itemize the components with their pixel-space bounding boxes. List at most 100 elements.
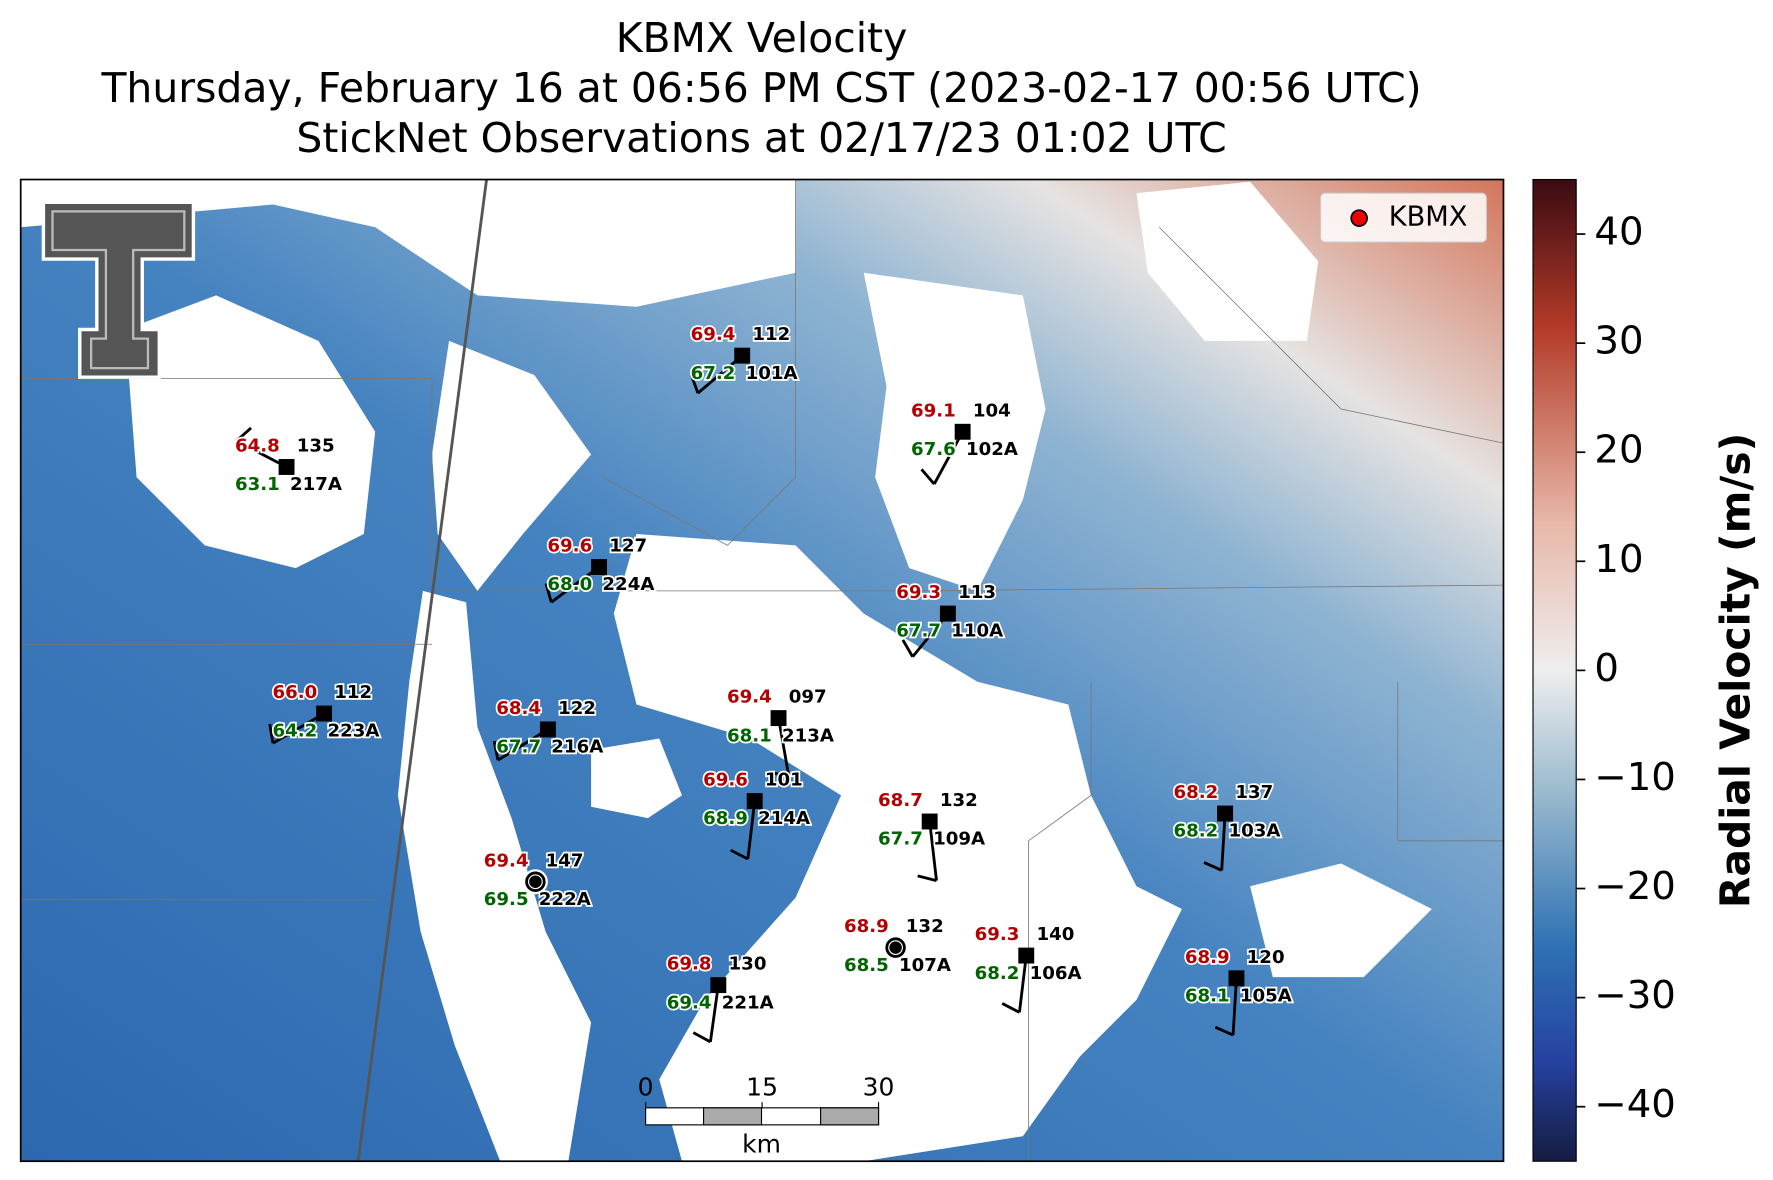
station: 69.4 097 68.1 213A xyxy=(725,685,836,778)
colorbar-tick-label: 20 xyxy=(1594,428,1643,473)
station-marker xyxy=(734,347,751,364)
colorbar-tick-label: −20 xyxy=(1594,864,1676,909)
dewpoint: 68.5 xyxy=(844,955,889,976)
station: 68.9 120 68.1 105A xyxy=(1183,945,1294,1037)
station-marker xyxy=(710,977,727,994)
radar-image xyxy=(20,179,1504,1162)
station-value: 132 xyxy=(940,790,978,811)
wind-shaft xyxy=(777,717,791,777)
temperature: 69.4 xyxy=(484,850,529,871)
dewpoint: 67.6 xyxy=(911,439,956,460)
station-value: 127 xyxy=(609,536,647,557)
colorbar-label: Radial Velocity (m/s) xyxy=(1712,433,1760,908)
dewpoint: 68.2 xyxy=(975,963,1020,984)
station-id: 224A xyxy=(602,574,654,595)
station-id: 109A xyxy=(933,829,985,850)
colorbar-tick-label: 30 xyxy=(1594,319,1643,364)
station-value: 101 xyxy=(765,770,803,791)
temperature: 64.8 xyxy=(235,436,280,457)
dewpoint: 69.5 xyxy=(484,889,529,910)
wind-barb xyxy=(769,771,790,778)
station-marker xyxy=(278,459,295,475)
station-marker xyxy=(316,705,333,722)
temperature: 69.1 xyxy=(911,400,956,421)
scale-tick-label: 30 xyxy=(863,1073,895,1102)
wind-shaft xyxy=(1231,978,1238,1036)
dewpoint: 63.1 xyxy=(235,474,280,495)
wind-shaft xyxy=(1220,813,1227,871)
temperature: 69.4 xyxy=(691,324,736,345)
wind-barb xyxy=(1001,1002,1021,1014)
wind-barb xyxy=(692,1031,712,1044)
station-value: 113 xyxy=(958,582,996,603)
temperature: 69.6 xyxy=(547,536,592,557)
wind-shaft xyxy=(272,712,325,745)
station: 69.6 127 68.0 224A xyxy=(544,534,656,604)
station: 69.4 147 69.5 222A xyxy=(482,849,592,912)
station-id: 101A xyxy=(746,363,798,384)
dewpoint: 68.9 xyxy=(703,808,748,829)
station-value: 137 xyxy=(1235,782,1273,803)
station-marker xyxy=(1228,970,1245,987)
wind-barb xyxy=(729,848,749,861)
wind-barb xyxy=(1214,1025,1234,1037)
wind-barb xyxy=(690,374,700,394)
station-marker xyxy=(746,793,763,809)
station-id: 103A xyxy=(1229,821,1281,842)
station-value: 130 xyxy=(729,954,767,975)
station-id: 223A xyxy=(327,721,379,742)
temperature: 66.0 xyxy=(272,682,317,703)
station-value: 112 xyxy=(752,324,790,345)
station-value: 104 xyxy=(973,400,1011,421)
station-id: 217A xyxy=(290,474,342,495)
calm-marker xyxy=(883,935,909,961)
temperature: 68.7 xyxy=(878,790,923,811)
station-marker xyxy=(539,721,556,738)
station: 68.2 137 68.2 103A xyxy=(1172,780,1282,872)
temperature: 69.4 xyxy=(727,687,772,708)
station-id: 221A xyxy=(722,992,774,1013)
legend-label: KBMX xyxy=(1389,202,1468,233)
temperature: 68.2 xyxy=(1173,782,1218,803)
wind-shaft xyxy=(928,821,938,881)
station-marker xyxy=(1018,947,1035,964)
colorbar-tick-label: 0 xyxy=(1594,646,1619,691)
wind-shaft xyxy=(932,431,964,485)
temperature: 68.9 xyxy=(1185,947,1230,968)
station: 69.3 113 67.7 110A xyxy=(895,580,1005,658)
station-value: 112 xyxy=(334,682,372,703)
dewpoint: 67.7 xyxy=(496,737,541,758)
logo xyxy=(41,200,196,379)
station-id: 213A xyxy=(782,725,834,746)
scale-tick-label: 15 xyxy=(746,1073,778,1102)
station-id: 102A xyxy=(966,439,1018,460)
wind-shaft xyxy=(708,984,720,1043)
wind-barb xyxy=(920,468,936,485)
station: 69.6 101 68.9 214A xyxy=(701,768,812,861)
station-value: 132 xyxy=(906,916,944,937)
station: 68.9 132 68.5 107A xyxy=(842,914,952,977)
station-id: 214A xyxy=(758,808,810,829)
station: 66.0 112 64.2 223A xyxy=(268,680,381,745)
station-value: 135 xyxy=(297,436,335,457)
station: 69.8 130 69.4 221A xyxy=(665,952,775,1044)
wind-shaft xyxy=(746,800,757,860)
calm-ring xyxy=(888,940,903,956)
colorbar-tick-label: −10 xyxy=(1594,755,1676,800)
station-value: 147 xyxy=(546,850,584,871)
wind-barb xyxy=(917,874,937,882)
station-marker xyxy=(770,710,787,727)
wind-barb xyxy=(268,723,275,744)
title-line: StickNet Observations at 02/17/23 01:02 … xyxy=(296,114,1226,162)
calm-ring xyxy=(528,874,543,890)
temperature: 68.9 xyxy=(844,916,889,937)
wind-barb xyxy=(1203,861,1223,872)
station: 69.1 104 67.6 102A xyxy=(909,399,1020,485)
station: 69.3 140 68.2 106A xyxy=(973,922,1083,1014)
station-id: 222A xyxy=(539,889,591,910)
scale-tick-label: 0 xyxy=(638,1073,654,1102)
dewpoint: 67.7 xyxy=(878,829,923,850)
wind-barb xyxy=(544,583,553,603)
temperature: 69.8 xyxy=(667,954,712,975)
